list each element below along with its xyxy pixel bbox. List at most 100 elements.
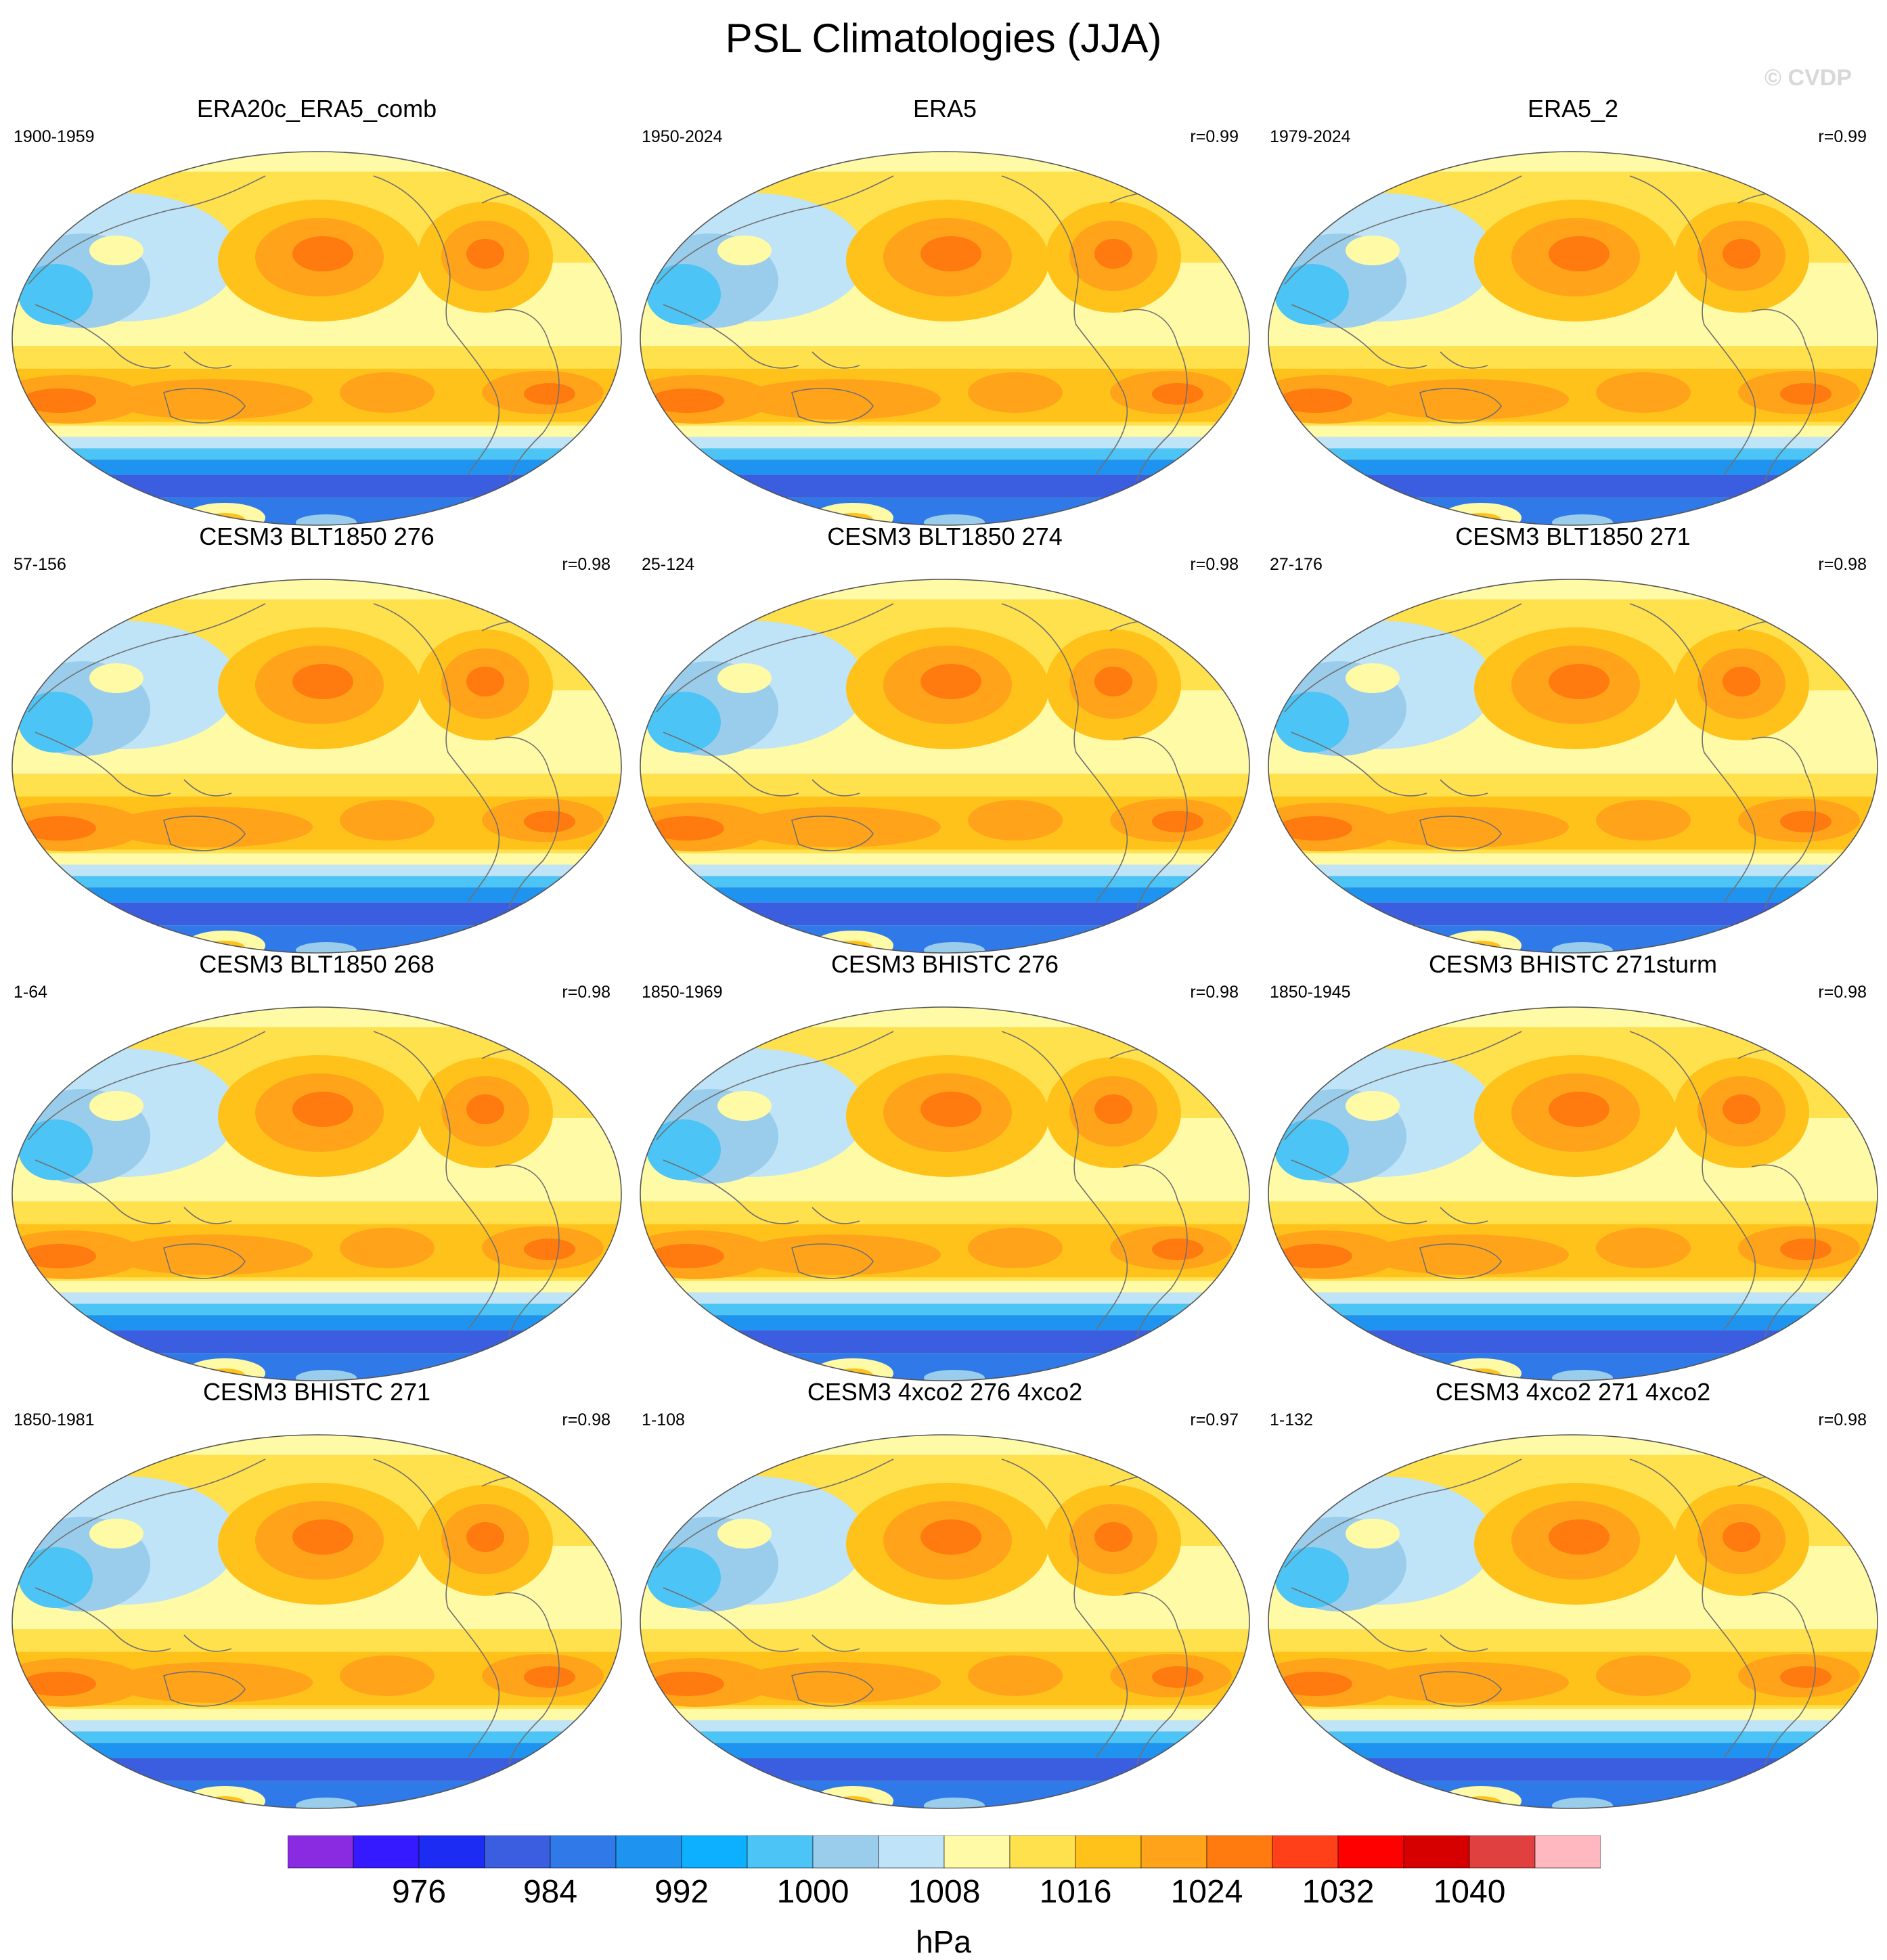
south-pacific-high	[968, 372, 1063, 413]
colorbar-swatch	[1469, 1835, 1536, 1869]
so-band-4	[640, 460, 1249, 475]
australian-high	[1366, 1662, 1569, 1703]
south-pacific-high	[1596, 1228, 1691, 1268]
map-panel: ERA5_2 1979-2024 r=0.99	[1264, 95, 1882, 526]
colorbar-swatch	[1075, 1835, 1142, 1869]
asian-low-core	[18, 264, 93, 325]
pacific-high-core	[292, 1092, 353, 1127]
south-pacific-high	[968, 1655, 1063, 1696]
so-band-2	[640, 1292, 1249, 1304]
figure-title: PSL Climatologies (JJA)	[725, 16, 1162, 61]
so-band-1	[1268, 425, 1878, 437]
coastline	[35, 304, 171, 369]
so-band-3	[12, 876, 621, 888]
so-band-5	[1268, 902, 1878, 926]
so-band-4	[12, 887, 621, 903]
asian-low-core	[646, 1547, 721, 1608]
south-indian-high-core	[650, 1672, 724, 1696]
panel-correlation: r=0.97	[1190, 1410, 1239, 1429]
south-atlantic-high-core	[1780, 383, 1832, 405]
antarctic-pocket-core	[1461, 1796, 1501, 1808]
coastline	[495, 736, 560, 909]
panel-period: 1-132	[1270, 1410, 1313, 1429]
antarctic-pocket-core	[204, 1796, 245, 1808]
south-pacific-high	[1596, 372, 1691, 413]
so-band-3	[1268, 1304, 1878, 1316]
pacific-high-core	[920, 1092, 981, 1127]
coastline	[373, 175, 500, 474]
asian-low-core	[18, 1119, 93, 1180]
coastline	[1123, 1592, 1188, 1764]
panel-title: ERA5_2	[1527, 95, 1619, 122]
colorbar-swatch	[747, 1835, 814, 1869]
globe-outline	[1268, 1006, 1878, 1381]
psl-map	[1268, 579, 1878, 954]
psl-map	[640, 1434, 1250, 1809]
south-pacific-high	[340, 372, 435, 413]
field-polar-band	[12, 579, 621, 600]
south-pacific-high	[340, 800, 435, 841]
panel-title: CESM3 BHISTC 271	[202, 1378, 431, 1406]
so-band-1	[12, 1280, 621, 1293]
so-band-3	[12, 448, 621, 460]
coastline	[663, 304, 799, 369]
pacific-high-core	[292, 1519, 353, 1555]
panel-correlation: r=0.99	[1818, 127, 1867, 146]
asian-low-core	[1274, 264, 1349, 325]
colorbar-swatch	[1403, 1835, 1470, 1869]
so-band-5	[12, 1330, 621, 1354]
pacific-high-core	[1549, 1092, 1610, 1127]
colorbar	[288, 1835, 1601, 1869]
coastline	[663, 1587, 799, 1652]
panel-correlation: r=0.98	[562, 555, 610, 574]
coastline	[373, 603, 500, 902]
colorbar-tick-label: 992	[654, 1874, 709, 1910]
south-indian-high-core	[1278, 388, 1352, 413]
south-pacific-high	[1596, 1655, 1691, 1696]
antarctic-pocket-2	[1552, 514, 1613, 525]
tibet-pocket	[717, 1091, 772, 1121]
south-atlantic-high-core	[1152, 1239, 1203, 1260]
so-band-1	[12, 425, 621, 437]
coastline	[663, 1159, 799, 1224]
australian-high	[738, 1662, 941, 1703]
so-band-3	[12, 1304, 621, 1316]
globe-outline	[1268, 151, 1878, 526]
azores-high-core	[466, 239, 504, 269]
coastline	[163, 1207, 246, 1279]
azores-high-core	[1094, 1094, 1132, 1124]
so-band-1	[640, 425, 1249, 437]
australian-high	[110, 1234, 313, 1275]
coastline	[656, 1458, 894, 1568]
south-atlantic-high-core	[1780, 1239, 1832, 1260]
asian-low-core	[646, 692, 721, 753]
south-indian-high-core	[650, 1244, 724, 1268]
south-indian-high-core	[22, 388, 96, 413]
psl-map	[640, 151, 1250, 526]
so-band-2	[640, 437, 1249, 449]
coastline	[1629, 1031, 1756, 1330]
globe-outline	[640, 579, 1250, 954]
field-polar-band	[1268, 1435, 1878, 1455]
so-band-1	[12, 853, 621, 865]
psl-map	[12, 579, 622, 954]
so-band-4	[1268, 460, 1878, 475]
coastline	[1419, 1207, 1502, 1279]
so-band-4	[1268, 1743, 1878, 1758]
globe-outline	[12, 579, 622, 954]
south-atlantic-high-core	[1780, 811, 1832, 832]
tibet-pocket	[717, 663, 772, 693]
south-pacific-high	[340, 1228, 435, 1268]
globe-outline	[1268, 1434, 1878, 1809]
so-band-4	[1268, 887, 1878, 903]
coastline	[163, 351, 246, 424]
panel-correlation: r=0.98	[1190, 555, 1239, 574]
south-indian-high-core	[22, 816, 96, 841]
coastline	[656, 1031, 894, 1140]
so-band-3	[640, 448, 1249, 460]
map-panel: CESM3 BLT1850 271 27-176 r=0.98	[1264, 522, 1882, 954]
coastline	[1629, 1458, 1756, 1758]
coastline	[1123, 1164, 1188, 1337]
coastline	[1284, 175, 1522, 285]
colorbar-swatch	[353, 1835, 420, 1869]
